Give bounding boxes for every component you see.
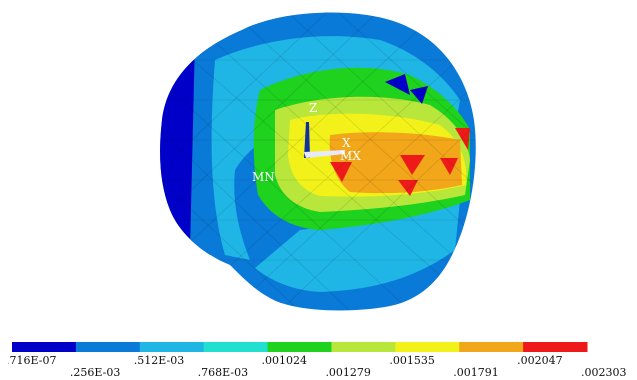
legend-swatches — [12, 342, 588, 352]
legend-swatch — [12, 342, 77, 352]
legend-swatch — [459, 342, 524, 352]
legend-swatch — [331, 342, 396, 352]
axis-triad: Z X — [304, 101, 351, 158]
fea-body — [160, 12, 476, 311]
legend-swatch — [395, 342, 460, 352]
axis-z-label: Z — [309, 101, 317, 115]
legend-label: .716E-07 — [8, 354, 56, 367]
z-axis-arrow — [304, 122, 310, 158]
legend-label: .001535 — [389, 354, 435, 367]
axis-x-label: X — [342, 136, 351, 150]
legend-label: .002047 — [517, 354, 563, 367]
legend-swatch — [203, 342, 269, 352]
legend-swatch — [267, 342, 332, 352]
legend-label: .768E-03 — [198, 366, 248, 378]
legend-swatch — [75, 342, 141, 352]
legend-swatch — [523, 342, 588, 352]
x-axis-arrow — [304, 150, 345, 158]
legend-label: .512E-03 — [134, 354, 184, 367]
legend-label: .001279 — [325, 366, 371, 378]
legend-label: .001024 — [262, 354, 308, 367]
legend-labels: .716E-07 .256E-03 .512E-03 .768E-03 .001024.… — [8, 354, 627, 378]
max-marker: MX — [340, 149, 361, 163]
contour-legend: .716E-07 .256E-03 .512E-03 .768E-03 .001024.… — [8, 342, 627, 378]
min-marker: MN — [252, 170, 275, 184]
legend-swatch — [139, 342, 205, 352]
result-viewport[interactable]: Z X MX MN — [0, 0, 637, 330]
legend-label: .256E-03 — [70, 366, 120, 378]
legend-label: .002303 — [581, 366, 627, 378]
legend-label: .001791 — [453, 366, 499, 378]
